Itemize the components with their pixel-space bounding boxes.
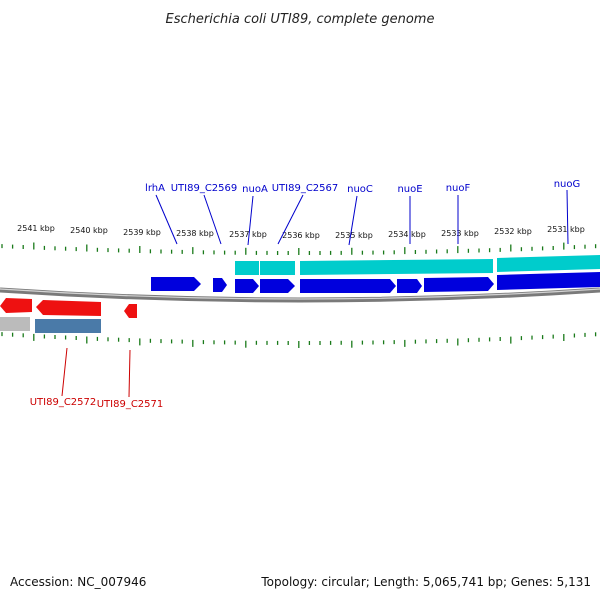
forward-gene-callouts bbox=[155, 189, 569, 246]
gene-label-lrhA[interactable]: lrhA bbox=[145, 183, 165, 194]
gene-label-nuoF[interactable]: nuoF bbox=[446, 183, 471, 194]
forward-gene-labels: lrhA UTI89_C2569 nuoA UTI89_C2567 nuoC n… bbox=[145, 179, 580, 195]
gene-nuoA[interactable] bbox=[235, 279, 259, 293]
genome-backbone bbox=[0, 287, 600, 303]
genome-backbone-highlight bbox=[0, 288, 600, 300]
gene-label-nuoG[interactable]: nuoG bbox=[554, 179, 581, 190]
gene-label-UTI89_C2571[interactable]: UTI89_C2571 bbox=[97, 399, 164, 410]
scale-label: 2538 kbp bbox=[176, 229, 214, 238]
gene-UTI89_C2571[interactable] bbox=[124, 304, 137, 318]
scale-label: 2536 kbp bbox=[282, 231, 320, 240]
gene-UTI89_C2569[interactable] bbox=[213, 278, 227, 292]
gene-label-UTI89_C2572[interactable]: UTI89_C2572 bbox=[30, 397, 97, 408]
scale-label: 2535 kbp bbox=[335, 231, 373, 240]
scale-label: 2534 kbp bbox=[388, 230, 426, 239]
scale-label: 2531 kbp bbox=[547, 225, 585, 234]
gene-label-nuoA[interactable]: nuoA bbox=[242, 184, 268, 195]
callout-line bbox=[203, 194, 222, 245]
gene-nuoG[interactable] bbox=[497, 272, 600, 290]
gene-UTI89_C2572[interactable] bbox=[36, 300, 101, 316]
gene-label-UTI89_C2567[interactable]: UTI89_C2567 bbox=[272, 183, 339, 194]
scale-label: 2533 kbp bbox=[441, 229, 479, 238]
gene-lrhA[interactable] bbox=[151, 277, 201, 291]
scale-label: 2541 kbp bbox=[17, 224, 55, 233]
gene-nuoC[interactable] bbox=[300, 279, 396, 293]
map-title: Escherichia coli UTI89, complete genome bbox=[166, 12, 435, 27]
highlight-segment bbox=[497, 255, 600, 272]
scale-label: 2539 kbp bbox=[123, 228, 161, 237]
topology-text: Topology: circular; Length: 5,065,741 bp… bbox=[260, 575, 591, 589]
reverse-highlight-band bbox=[35, 319, 101, 333]
scale-label: 2532 kbp bbox=[494, 227, 532, 236]
gene-reverse-left[interactable] bbox=[0, 298, 32, 313]
gene-nuoE[interactable] bbox=[397, 279, 422, 293]
scale-label: 2537 kbp bbox=[229, 230, 267, 239]
highlight-segment bbox=[260, 261, 295, 275]
reverse-grey-band bbox=[0, 317, 30, 331]
gene-nuoF[interactable] bbox=[424, 277, 494, 292]
callout-line bbox=[566, 189, 569, 245]
callout-line bbox=[348, 195, 358, 246]
callout-line bbox=[247, 195, 254, 246]
gene-UTI89_C2567[interactable] bbox=[260, 279, 295, 293]
callout-line bbox=[128, 349, 131, 398]
reverse-strand-genes bbox=[0, 298, 137, 333]
scale-label: 2540 kbp bbox=[70, 226, 108, 235]
forward-strand-genes bbox=[151, 272, 600, 293]
gene-label-nuoC[interactable]: nuoC bbox=[347, 184, 373, 195]
reverse-gene-callouts bbox=[61, 347, 131, 398]
gene-label-UTI89_C2569[interactable]: UTI89_C2569 bbox=[171, 183, 238, 194]
highlight-segment bbox=[235, 261, 259, 275]
scale-ticks-bottom bbox=[1, 332, 597, 348]
reverse-gene-labels: UTI89_C2572 UTI89_C2571 bbox=[30, 397, 164, 410]
callout-line bbox=[277, 194, 304, 245]
gene-label-nuoE[interactable]: nuoE bbox=[397, 184, 422, 195]
scale-labels: 2541 kbp 2540 kbp 2539 kbp 2538 kbp 2537… bbox=[17, 224, 585, 240]
scale-ticks-top bbox=[1, 242, 597, 255]
callout-line bbox=[61, 347, 68, 397]
forward-highlight-band bbox=[235, 255, 600, 275]
callout-line bbox=[155, 194, 178, 245]
accession-text: Accession: NC_007946 bbox=[10, 575, 146, 589]
highlight-segment bbox=[300, 259, 493, 275]
